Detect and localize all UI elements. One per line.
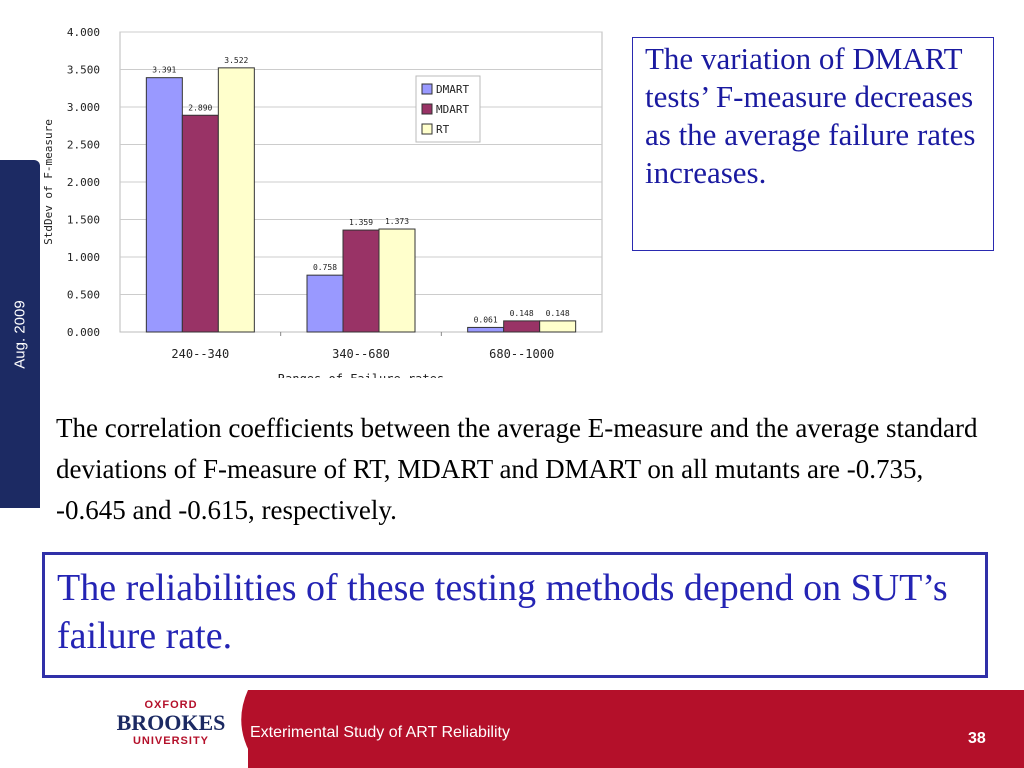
- bar: [378, 228, 416, 333]
- logo-university: UNIVERSITY: [132, 735, 209, 747]
- y-tick-label: 0.500: [67, 289, 100, 302]
- legend-label: RT: [436, 123, 450, 136]
- footer-bar: [248, 690, 1024, 768]
- logo-oxford: OXFORD: [144, 699, 198, 711]
- legend-label: MDART: [436, 103, 469, 116]
- bar: [539, 320, 577, 333]
- legend-swatch: [421, 123, 433, 135]
- legend-swatch: [421, 83, 433, 95]
- y-tick-label: 2.000: [67, 176, 100, 189]
- y-tick-label: 3.500: [67, 64, 100, 77]
- data-label: 1.359: [349, 218, 373, 227]
- callout-text: The variation of DMART tests’ F-measure …: [645, 41, 976, 190]
- footer-title: Exterimental Study of ART Reliability: [250, 724, 510, 741]
- callout-box: The variation of DMART tests’ F-measure …: [632, 37, 994, 251]
- y-tick-label: 4.000: [67, 26, 100, 39]
- legend-swatch: [421, 103, 433, 115]
- data-label: 1.373: [385, 217, 409, 226]
- data-label: 0.061: [474, 315, 498, 324]
- page-number: 38: [968, 730, 986, 747]
- y-tick-label: 0.000: [67, 326, 100, 339]
- y-axis-title: StdDev of F-measure: [42, 119, 55, 245]
- x-tick-label: 340--680: [332, 347, 390, 361]
- conclusion-text: The reliabilities of these testing metho…: [57, 567, 948, 657]
- bar: [181, 114, 219, 333]
- y-tick-label: 1.500: [67, 214, 100, 227]
- x-tick-label: 680--1000: [489, 347, 554, 361]
- x-tick-label: 240--340: [171, 347, 229, 361]
- bar-chart: 0.000 0.500 1.000 1.500 2.000 2.500 3.000 3.500…: [42, 26, 603, 378]
- side-tab: [0, 160, 40, 508]
- logo-brookes: BROOKES: [116, 710, 226, 735]
- bar: [145, 77, 183, 333]
- legend-label: DMART: [436, 83, 469, 96]
- side-date-label: Aug. 2009: [11, 299, 29, 369]
- data-label: 3.522: [224, 56, 248, 65]
- conclusion-box: The reliabilities of these testing metho…: [42, 552, 988, 678]
- data-label: 3.391: [152, 66, 176, 75]
- bar: [342, 229, 380, 333]
- bar: [467, 326, 505, 333]
- correlation-paragraph: The correlation coefficients between the…: [56, 413, 978, 525]
- y-tick-label: 3.000: [67, 101, 100, 114]
- data-label: 0.758: [313, 263, 337, 272]
- bar: [217, 67, 255, 333]
- side-tab-label-wrap: Aug. 2009: [0, 160, 40, 508]
- bar: [306, 274, 344, 333]
- y-tick-label: 1.000: [67, 251, 100, 264]
- y-tick-label: 2.500: [67, 139, 100, 152]
- x-axis-title: Ranges of Failure rates: [278, 372, 444, 378]
- bar: [503, 320, 541, 333]
- data-label: 0.148: [510, 309, 534, 318]
- footer: OXFORD BROOKES UNIVERSITY Exterimental S…: [0, 690, 1024, 768]
- data-label: 0.148: [546, 309, 570, 318]
- oxford-brookes-logo: OXFORD BROOKES UNIVERSITY: [112, 698, 230, 748]
- data-label: 2.890: [188, 103, 212, 112]
